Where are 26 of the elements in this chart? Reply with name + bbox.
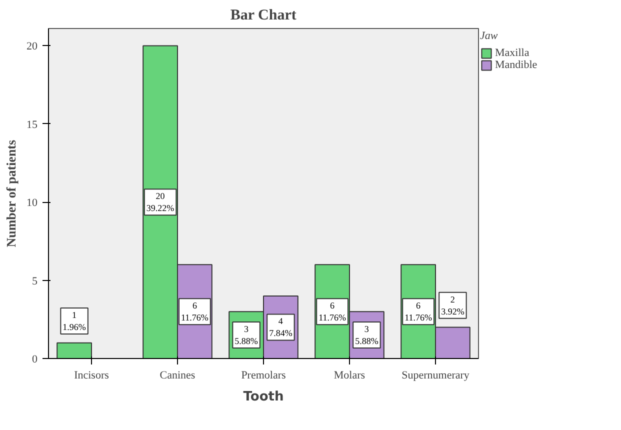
legend-title: Jaw <box>480 30 499 42</box>
bar <box>56 342 92 358</box>
y-tick-label: 5 <box>32 275 38 288</box>
data-label: 20 39.22% <box>146 191 175 214</box>
y-tick-label: 0 <box>32 354 38 366</box>
y-tick-label: 15 <box>26 118 38 131</box>
x-tick-label: Incisors <box>74 370 109 382</box>
data-label: 6 11.76% <box>180 300 209 323</box>
y-tick-label: 10 <box>26 197 38 210</box>
data-label: 6 11.76% <box>318 300 347 323</box>
x-tick-label: Supernumerary <box>402 370 470 382</box>
x-tick-label: Premolars <box>241 370 286 382</box>
x-tick-label: Canines <box>160 370 196 382</box>
data-label: 3 5.88% <box>234 324 258 346</box>
y-axis-title: Number of patients <box>4 140 18 248</box>
y-tick-label: 20 <box>26 40 38 53</box>
data-label: 1 1.96% <box>62 310 86 332</box>
legend-label: Mandible <box>495 59 538 71</box>
data-label: 6 11.76% <box>404 300 433 323</box>
x-tick-label: Molars <box>334 370 366 382</box>
legend-label: Maxilla <box>495 47 530 59</box>
data-label: 3 5.88% <box>355 324 379 346</box>
chart-title: Bar Chart <box>230 8 296 24</box>
data-label: 2 3.92% <box>441 294 465 316</box>
x-axis-title: Tooth <box>243 390 284 404</box>
data-label: 4 7.84% <box>269 316 293 338</box>
